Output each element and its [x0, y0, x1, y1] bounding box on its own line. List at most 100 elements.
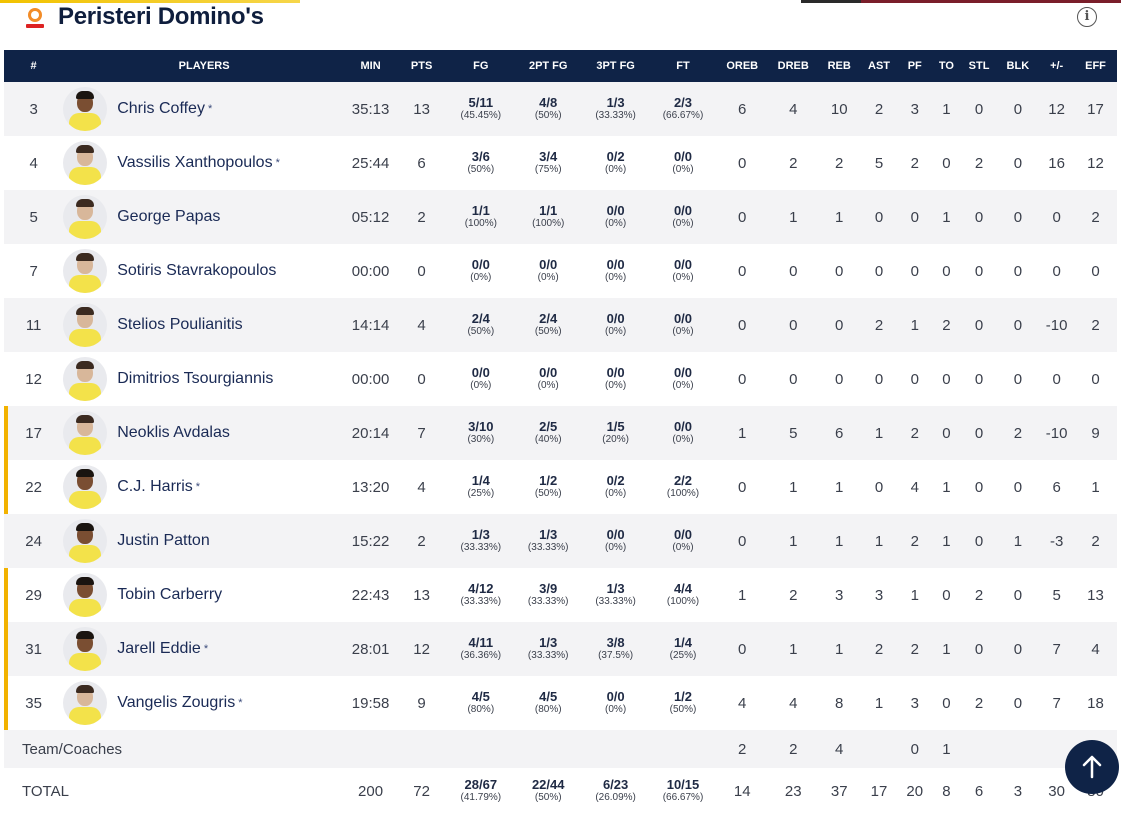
player-row[interactable]: 5 George Papas 05:12 2 1/1 (100%) 1/1 (100%) 0/0… [4, 190, 1117, 244]
percentage: (30%) [467, 434, 495, 446]
minutes: 20:14 [351, 424, 390, 442]
column-header[interactable]: AST [868, 60, 891, 72]
jersey-number: 7 [29, 262, 38, 280]
column-header[interactable]: STL [968, 60, 990, 72]
column-header[interactable]: REB [827, 60, 851, 72]
player-name-link[interactable]: Chris Coffey [117, 100, 205, 117]
to: 1 [942, 740, 951, 758]
reb: 1 [835, 208, 844, 226]
column-header[interactable]: 2PT FG [528, 60, 568, 72]
scroll-top-button[interactable] [1065, 740, 1119, 794]
player-name-link[interactable]: Stelios Poulianitis [117, 316, 243, 333]
pf: 0 [910, 370, 919, 388]
column-header[interactable]: TO [938, 60, 954, 72]
info-icon[interactable]: i [1077, 7, 1097, 27]
fg3: 0/0 (0%) [582, 352, 649, 406]
to: 0 [942, 154, 951, 172]
made-attempted: 1/4 [471, 473, 490, 489]
made-attempted: 4/5 [539, 689, 558, 705]
player-avatar [63, 627, 108, 671]
reb: 8 [835, 694, 844, 712]
boxscore-table: # PLAYERS MIN PTS FG 2PT FG 3PT FG FT OREB DREB RE… [4, 50, 1117, 814]
column-header[interactable]: BLK [1006, 60, 1030, 72]
percentage: (50%) [534, 110, 562, 122]
percentage: (50%) [534, 792, 562, 804]
blk: 0 [1013, 640, 1023, 658]
column-header[interactable]: # [30, 60, 37, 72]
column-header[interactable]: 3PT FG [596, 60, 635, 72]
player-cell: Tobin Carberry [63, 568, 345, 622]
reb: 0 [835, 316, 844, 334]
player-row[interactable]: 29 Tobin Carberry 22:43 13 4/12 (33.33%) 3/9 (3… [4, 568, 1117, 622]
column-header[interactable]: PLAYERS [178, 60, 230, 72]
player-row[interactable]: 17 Neoklis Avdalas 20:14 7 3/10 (30%) 2/5 (40%)… [4, 406, 1117, 460]
percentage: (0%) [605, 326, 627, 338]
dreb: 5 [789, 424, 798, 442]
player-name-link[interactable]: Vassilis Xanthopoulos [117, 154, 273, 171]
percentage: (36.36%) [460, 650, 502, 662]
eff: 0 [1091, 370, 1100, 388]
ft: 2/2 (100%) [649, 460, 716, 514]
player-row[interactable]: 24 Justin Patton 15:22 2 1/3 (33.33%) 1/3 (33.3… [4, 514, 1117, 568]
player-row[interactable]: 22 C.J. Harris * 13:20 4 1/4 (25%) 1/2 (50%) 0/2(… [4, 460, 1117, 514]
fg: 4/12 (33.33%) [447, 568, 514, 622]
column-header[interactable]: FG [473, 60, 489, 72]
player-name-link[interactable]: C.J. Harris [117, 478, 193, 495]
minutes: 00:00 [351, 370, 390, 388]
made-attempted: 1/3 [539, 527, 558, 543]
player-row[interactable]: 35 Vangelis Zougris * 19:58 9 4/5 (80%) 4/5 (80%… [4, 676, 1117, 730]
stl: 2 [974, 694, 984, 712]
stl: 0 [974, 424, 984, 442]
column-header[interactable]: EFF [1085, 60, 1106, 72]
player-name-link[interactable]: George Papas [117, 208, 221, 225]
oreb: 0 [738, 370, 747, 388]
player-cell: Vassilis Xanthopoulos * [63, 136, 345, 190]
starter-mark: * [207, 103, 213, 115]
player-name-link[interactable]: Sotiris Stavrakopoulos [117, 262, 277, 279]
ast: 2 [874, 100, 884, 118]
made-attempted: 0/2 [606, 149, 625, 165]
to: 1 [942, 532, 951, 550]
reb: 6 [835, 424, 844, 442]
column-header[interactable]: MIN [360, 60, 381, 72]
player-name-link[interactable]: Dimitrios Tsourgiannis [117, 370, 274, 387]
column-header[interactable]: +/- [1050, 60, 1064, 72]
oreb: 0 [738, 478, 747, 496]
pf: 3 [910, 100, 919, 118]
player-name-link[interactable]: Vangelis Zougris [117, 694, 236, 711]
player-row[interactable]: 31 Jarell Eddie * 28:01 12 4/11 (36.36%) 1/3 (33… [4, 622, 1117, 676]
minutes: 200 [358, 782, 384, 800]
player-row[interactable]: 3 Chris Coffey * 35:13 13 5/11 (45.45%) 4/8 (50%… [4, 82, 1117, 136]
reb: 10 [830, 100, 848, 118]
dreb: 1 [789, 478, 798, 496]
blk: 0 [1013, 586, 1023, 604]
player-name-link[interactable]: Justin Patton [117, 532, 210, 549]
blk: 0 [1013, 154, 1023, 172]
column-header[interactable]: PTS [410, 60, 433, 72]
to: 0 [942, 586, 951, 604]
blk: 0 [1013, 100, 1023, 118]
column-header[interactable]: FT [676, 60, 690, 72]
fg3: 1/3 (33.33%) [582, 82, 649, 136]
player-row[interactable]: 11 Stelios Poulianitis 14:14 4 2/4 (50%) 2/4 (5… [4, 298, 1117, 352]
player-name-link[interactable]: Tobin Carberry [117, 586, 223, 603]
oreb: 14 [733, 782, 751, 800]
column-header[interactable]: DREB [777, 60, 809, 72]
player-avatar [63, 357, 108, 401]
total-row: TOTAL 200 72 28/67 (41.79%) 22/44 (50%) 6/23 (26… [4, 768, 1117, 814]
player-name-link[interactable]: Neoklis Avdalas [117, 424, 230, 441]
ast: 0 [874, 262, 884, 280]
made-attempted: 0/0 [673, 365, 693, 381]
column-header[interactable]: OREB [726, 60, 759, 72]
player-name-link[interactable]: Jarell Eddie [117, 640, 201, 657]
column-header[interactable]: PF [907, 60, 922, 72]
player-row[interactable]: 4 Vassilis Xanthopoulos * 25:44 6 3/6 (50%) 3/4… [4, 136, 1117, 190]
player-row[interactable]: 12 Dimitrios Tsourgiannis 00:00 0 0/0 (0%) 0/0… [4, 352, 1117, 406]
blk: 1 [1013, 532, 1023, 550]
eff: 17 [1087, 100, 1104, 118]
player-avatar [63, 87, 108, 131]
minutes: 13:20 [351, 478, 390, 496]
made-attempted: 4/5 [471, 689, 490, 705]
oreb: 1 [738, 424, 747, 442]
player-row[interactable]: 7 Sotiris Stavrakopoulos 00:00 0 0/0 (0%) 0/0(… [4, 244, 1117, 298]
